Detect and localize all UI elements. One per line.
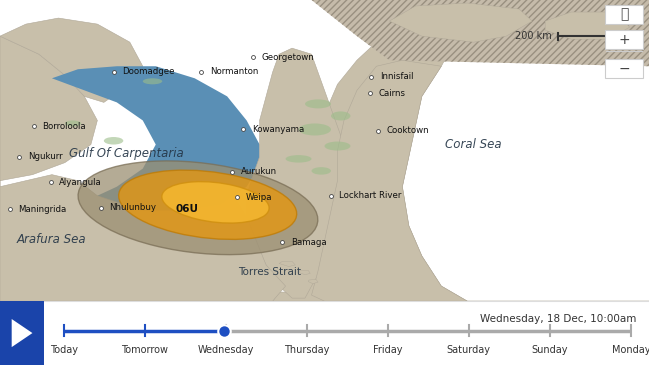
Ellipse shape — [65, 120, 81, 127]
Text: ⛶: ⛶ — [620, 7, 628, 21]
Text: Doomadgee: Doomadgee — [122, 67, 175, 76]
Polygon shape — [312, 60, 467, 301]
Text: Ngukurr: Ngukurr — [28, 152, 62, 161]
Ellipse shape — [78, 161, 318, 255]
Text: Wednesday: Wednesday — [197, 345, 254, 354]
Polygon shape — [12, 319, 32, 347]
Polygon shape — [389, 3, 532, 42]
Text: Tomorrow: Tomorrow — [121, 345, 168, 354]
Ellipse shape — [143, 78, 162, 84]
Text: Today: Today — [49, 345, 78, 354]
Text: Kowanyama: Kowanyama — [252, 125, 304, 134]
Ellipse shape — [119, 170, 297, 239]
Polygon shape — [0, 42, 649, 301]
Ellipse shape — [104, 137, 123, 145]
FancyBboxPatch shape — [605, 59, 643, 78]
Text: Cooktown: Cooktown — [386, 127, 429, 135]
Polygon shape — [0, 36, 97, 301]
Text: Arafura Sea: Arafura Sea — [17, 233, 87, 246]
Polygon shape — [299, 270, 310, 274]
Ellipse shape — [162, 182, 269, 223]
Text: Saturday: Saturday — [447, 345, 491, 354]
Text: Weipa: Weipa — [245, 193, 272, 202]
Text: Alyangula: Alyangula — [59, 178, 102, 187]
Polygon shape — [312, 0, 649, 66]
Text: Borroloola: Borroloola — [42, 122, 86, 131]
Polygon shape — [52, 66, 260, 211]
Text: Wednesday, 18 Dec, 10:00am: Wednesday, 18 Dec, 10:00am — [480, 314, 636, 324]
Text: −: − — [618, 61, 630, 75]
Ellipse shape — [305, 99, 331, 108]
Text: Monday: Monday — [611, 345, 649, 354]
Polygon shape — [247, 48, 350, 298]
Polygon shape — [545, 12, 630, 39]
Text: Aurukun: Aurukun — [241, 167, 277, 176]
Text: +: + — [618, 33, 630, 47]
Text: Nhulunbuy: Nhulunbuy — [109, 203, 156, 212]
Text: Georgetown: Georgetown — [262, 53, 314, 62]
Text: Torres Strait: Torres Strait — [238, 266, 301, 277]
Text: 200 km: 200 km — [515, 31, 552, 41]
Text: Normanton: Normanton — [210, 67, 258, 76]
FancyBboxPatch shape — [605, 4, 643, 24]
Ellipse shape — [299, 123, 331, 135]
Ellipse shape — [324, 142, 350, 150]
Text: Innisfail: Innisfail — [380, 72, 413, 81]
Polygon shape — [279, 261, 295, 266]
Text: Friday: Friday — [373, 345, 402, 354]
Text: Thursday: Thursday — [284, 345, 330, 354]
Text: Coral Sea: Coral Sea — [445, 138, 502, 151]
Text: Bamaga: Bamaga — [291, 238, 326, 247]
Text: Maningrida: Maningrida — [18, 205, 66, 214]
Polygon shape — [308, 280, 318, 284]
FancyBboxPatch shape — [605, 30, 643, 49]
Text: 06U: 06U — [175, 204, 198, 214]
Text: Lockhart River: Lockhart River — [339, 191, 402, 200]
Ellipse shape — [286, 155, 312, 163]
Polygon shape — [0, 18, 143, 102]
Ellipse shape — [312, 167, 331, 175]
Text: Sunday: Sunday — [532, 345, 568, 354]
Bar — [0, 301, 44, 365]
Text: Gulf Of Carpentaria: Gulf Of Carpentaria — [69, 147, 184, 160]
Text: Cairns: Cairns — [378, 89, 406, 98]
Ellipse shape — [331, 111, 350, 120]
Polygon shape — [0, 175, 286, 301]
